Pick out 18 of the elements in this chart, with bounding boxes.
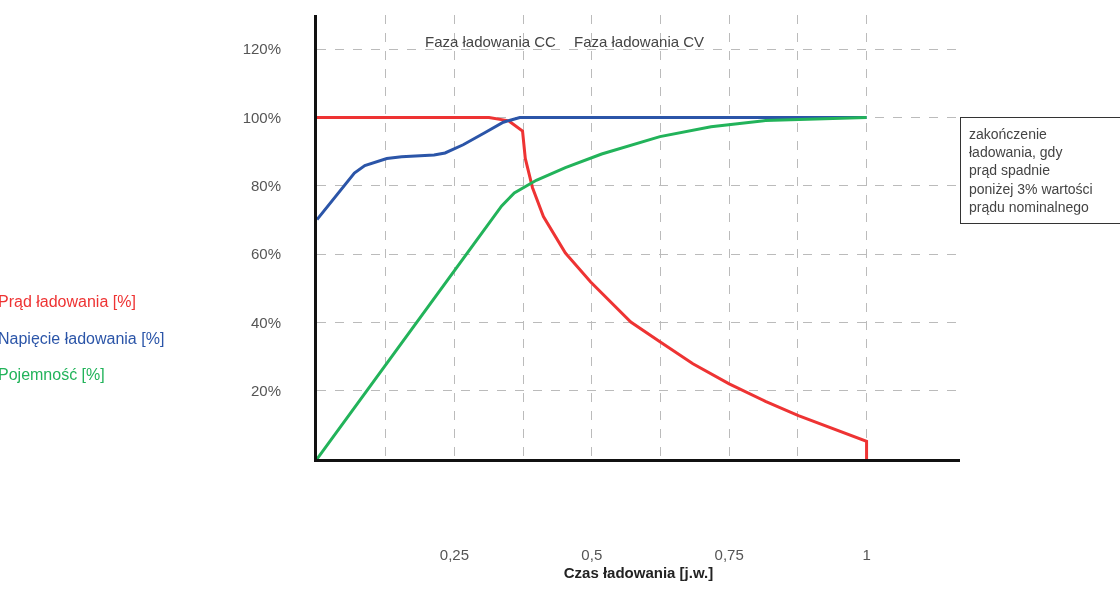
- x-tick-label: 0,75: [714, 546, 744, 563]
- text: Napięcie ładowania [%]: [0, 330, 165, 347]
- y-tick-label: 20%: [250, 381, 281, 399]
- x-axis-title: Czas ładowania [j.w.]: [563, 564, 714, 581]
- text: Pojemność [%]: [0, 366, 105, 383]
- line-series: [317, 115, 869, 459]
- y-tick-label: 40%: [250, 313, 281, 331]
- annotation: Faza ładowania CC: [425, 33, 557, 50]
- annotation: Faza ładowania CV: [574, 33, 705, 50]
- y-tick-label: 100%: [242, 108, 281, 126]
- y-tick-label: 120%: [242, 40, 281, 58]
- x-tick-label: 0,5: [581, 546, 603, 563]
- x-tick-label: 0,25: [439, 546, 469, 563]
- y-tick-label: 80%: [250, 177, 281, 195]
- x-tick-label: 1: [862, 546, 871, 563]
- text: zakończenie ładowania, gdy prąd spadnie poniżej 3% wartości prądu nominalnego: [969, 126, 1093, 215]
- text: Prąd ładowania [%]: [0, 293, 136, 310]
- y-tick-label: 60%: [250, 245, 281, 263]
